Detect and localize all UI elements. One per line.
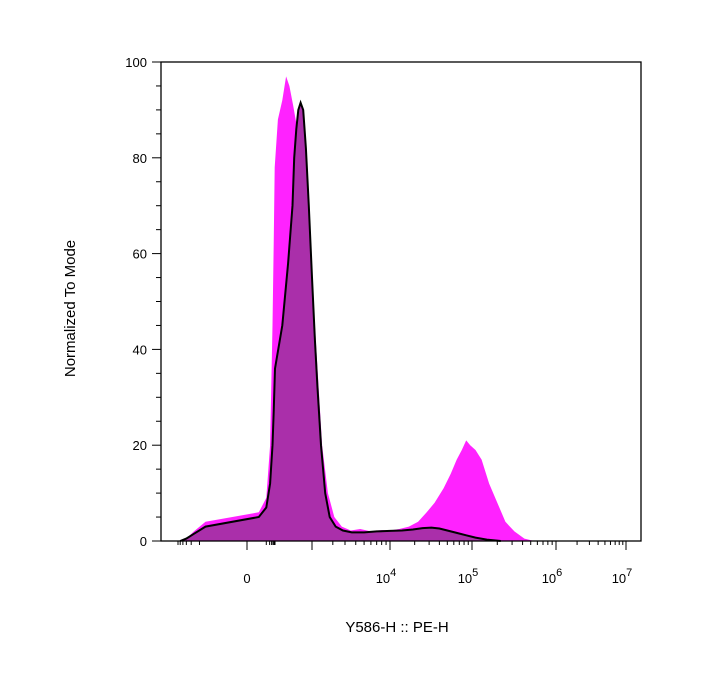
y-tick-label: 40 bbox=[133, 342, 147, 357]
series-stained-area bbox=[180, 76, 535, 542]
y-tick-label: 80 bbox=[133, 151, 147, 166]
y-tick-label: 100 bbox=[125, 55, 147, 70]
y-tick-label: 0 bbox=[140, 534, 147, 549]
x-tick-label: 106 bbox=[542, 567, 563, 586]
series-control-line bbox=[179, 99, 501, 542]
plot-frame bbox=[160, 61, 642, 542]
x-tick-label: 105 bbox=[458, 567, 479, 586]
x-axis: 0 104 105 106 107 bbox=[177, 541, 633, 586]
x-axis-title: Y586-H :: PE-H bbox=[345, 619, 448, 636]
y-tick-label: 60 bbox=[133, 247, 147, 262]
y-axis: 0 20 40 60 80 100 bbox=[125, 55, 161, 549]
x-tick-label: 104 bbox=[376, 567, 397, 586]
x-tick-label: 107 bbox=[612, 567, 633, 586]
y-axis-title: Normalized To Mode bbox=[62, 240, 79, 377]
series-layer bbox=[179, 76, 535, 542]
x-tick-label: 0 bbox=[243, 571, 250, 586]
y-tick-label: 20 bbox=[133, 438, 147, 453]
